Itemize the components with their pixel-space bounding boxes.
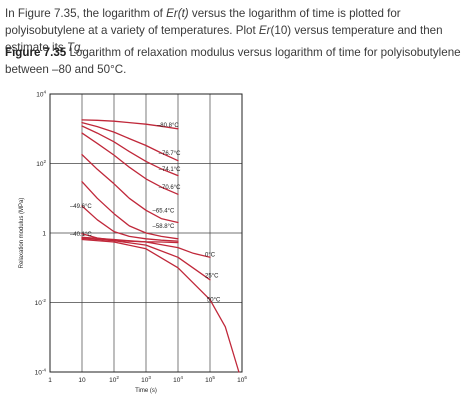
intro-italic-tg: Tg: [66, 41, 81, 54]
y-tick-label: 10-4: [35, 368, 47, 377]
y-axis-label: Relaxation modulus (MPa): [19, 198, 25, 269]
series-label: 50°C: [207, 298, 221, 304]
series-curve: [81, 121, 179, 162]
plot-frame: [49, 93, 243, 373]
series-curve: [81, 205, 179, 242]
figure-label: Figure 7.35: [5, 46, 67, 59]
intro-text-4: .: [80, 41, 84, 54]
x-axis-label: Time (s): [135, 388, 157, 394]
x-tick-label: 103: [141, 375, 151, 384]
figure-caption: Figure 7.35 Logarithm of relaxation modu…: [5, 44, 469, 78]
series-curve: [81, 132, 179, 195]
series-curve: [81, 238, 240, 373]
series-curve: [81, 153, 179, 224]
series-label: –58.8°C: [153, 224, 175, 230]
problem-statement: In Figure 7.35, the logarithm of Er(t) v…: [5, 5, 469, 56]
y-tick-label: 102: [36, 159, 46, 168]
figure-caption-text: Logarithm of relaxation modulus versus l…: [5, 46, 461, 76]
intro-text-2: versus the logarithm of time is plotted …: [5, 7, 401, 37]
series-curve: [81, 125, 179, 177]
series-label: –40.1°C: [70, 232, 92, 238]
x-tick-label: 10: [78, 377, 86, 384]
y-tick-label: 1: [42, 231, 46, 238]
series-label: 0°C: [205, 253, 216, 259]
series-curve: [81, 181, 179, 240]
series-label: –70.6°C: [159, 185, 181, 191]
intro-italic-er: Er: [258, 24, 271, 37]
y-tick-label: 10-2: [35, 298, 47, 307]
x-tick-label: 104: [173, 375, 183, 384]
intro-text-1: In Figure 7.35, the logarithm of: [5, 7, 167, 20]
series-label: 25°C: [205, 273, 219, 279]
series-label: –65.4°C: [153, 208, 175, 214]
series-label: –49.6°C: [70, 204, 92, 210]
x-tick-label: 105: [205, 375, 215, 384]
series-label: –80.8°C: [157, 123, 179, 129]
series-curve: [81, 236, 211, 258]
x-tick-label: 102: [109, 375, 119, 384]
x-tick-label: 1: [48, 377, 52, 384]
series-curve: [81, 237, 211, 281]
intro-italic-er-t: Er(t): [166, 7, 189, 20]
series-curve: [81, 119, 179, 130]
series-label: –76.7°C: [159, 151, 181, 157]
x-tick-label: 106: [237, 375, 247, 384]
y-tick-label: 104: [36, 90, 46, 99]
series-label: –74.1°C: [159, 167, 181, 173]
intro-text-3: (10) versus temperature and then estimat…: [5, 24, 443, 54]
